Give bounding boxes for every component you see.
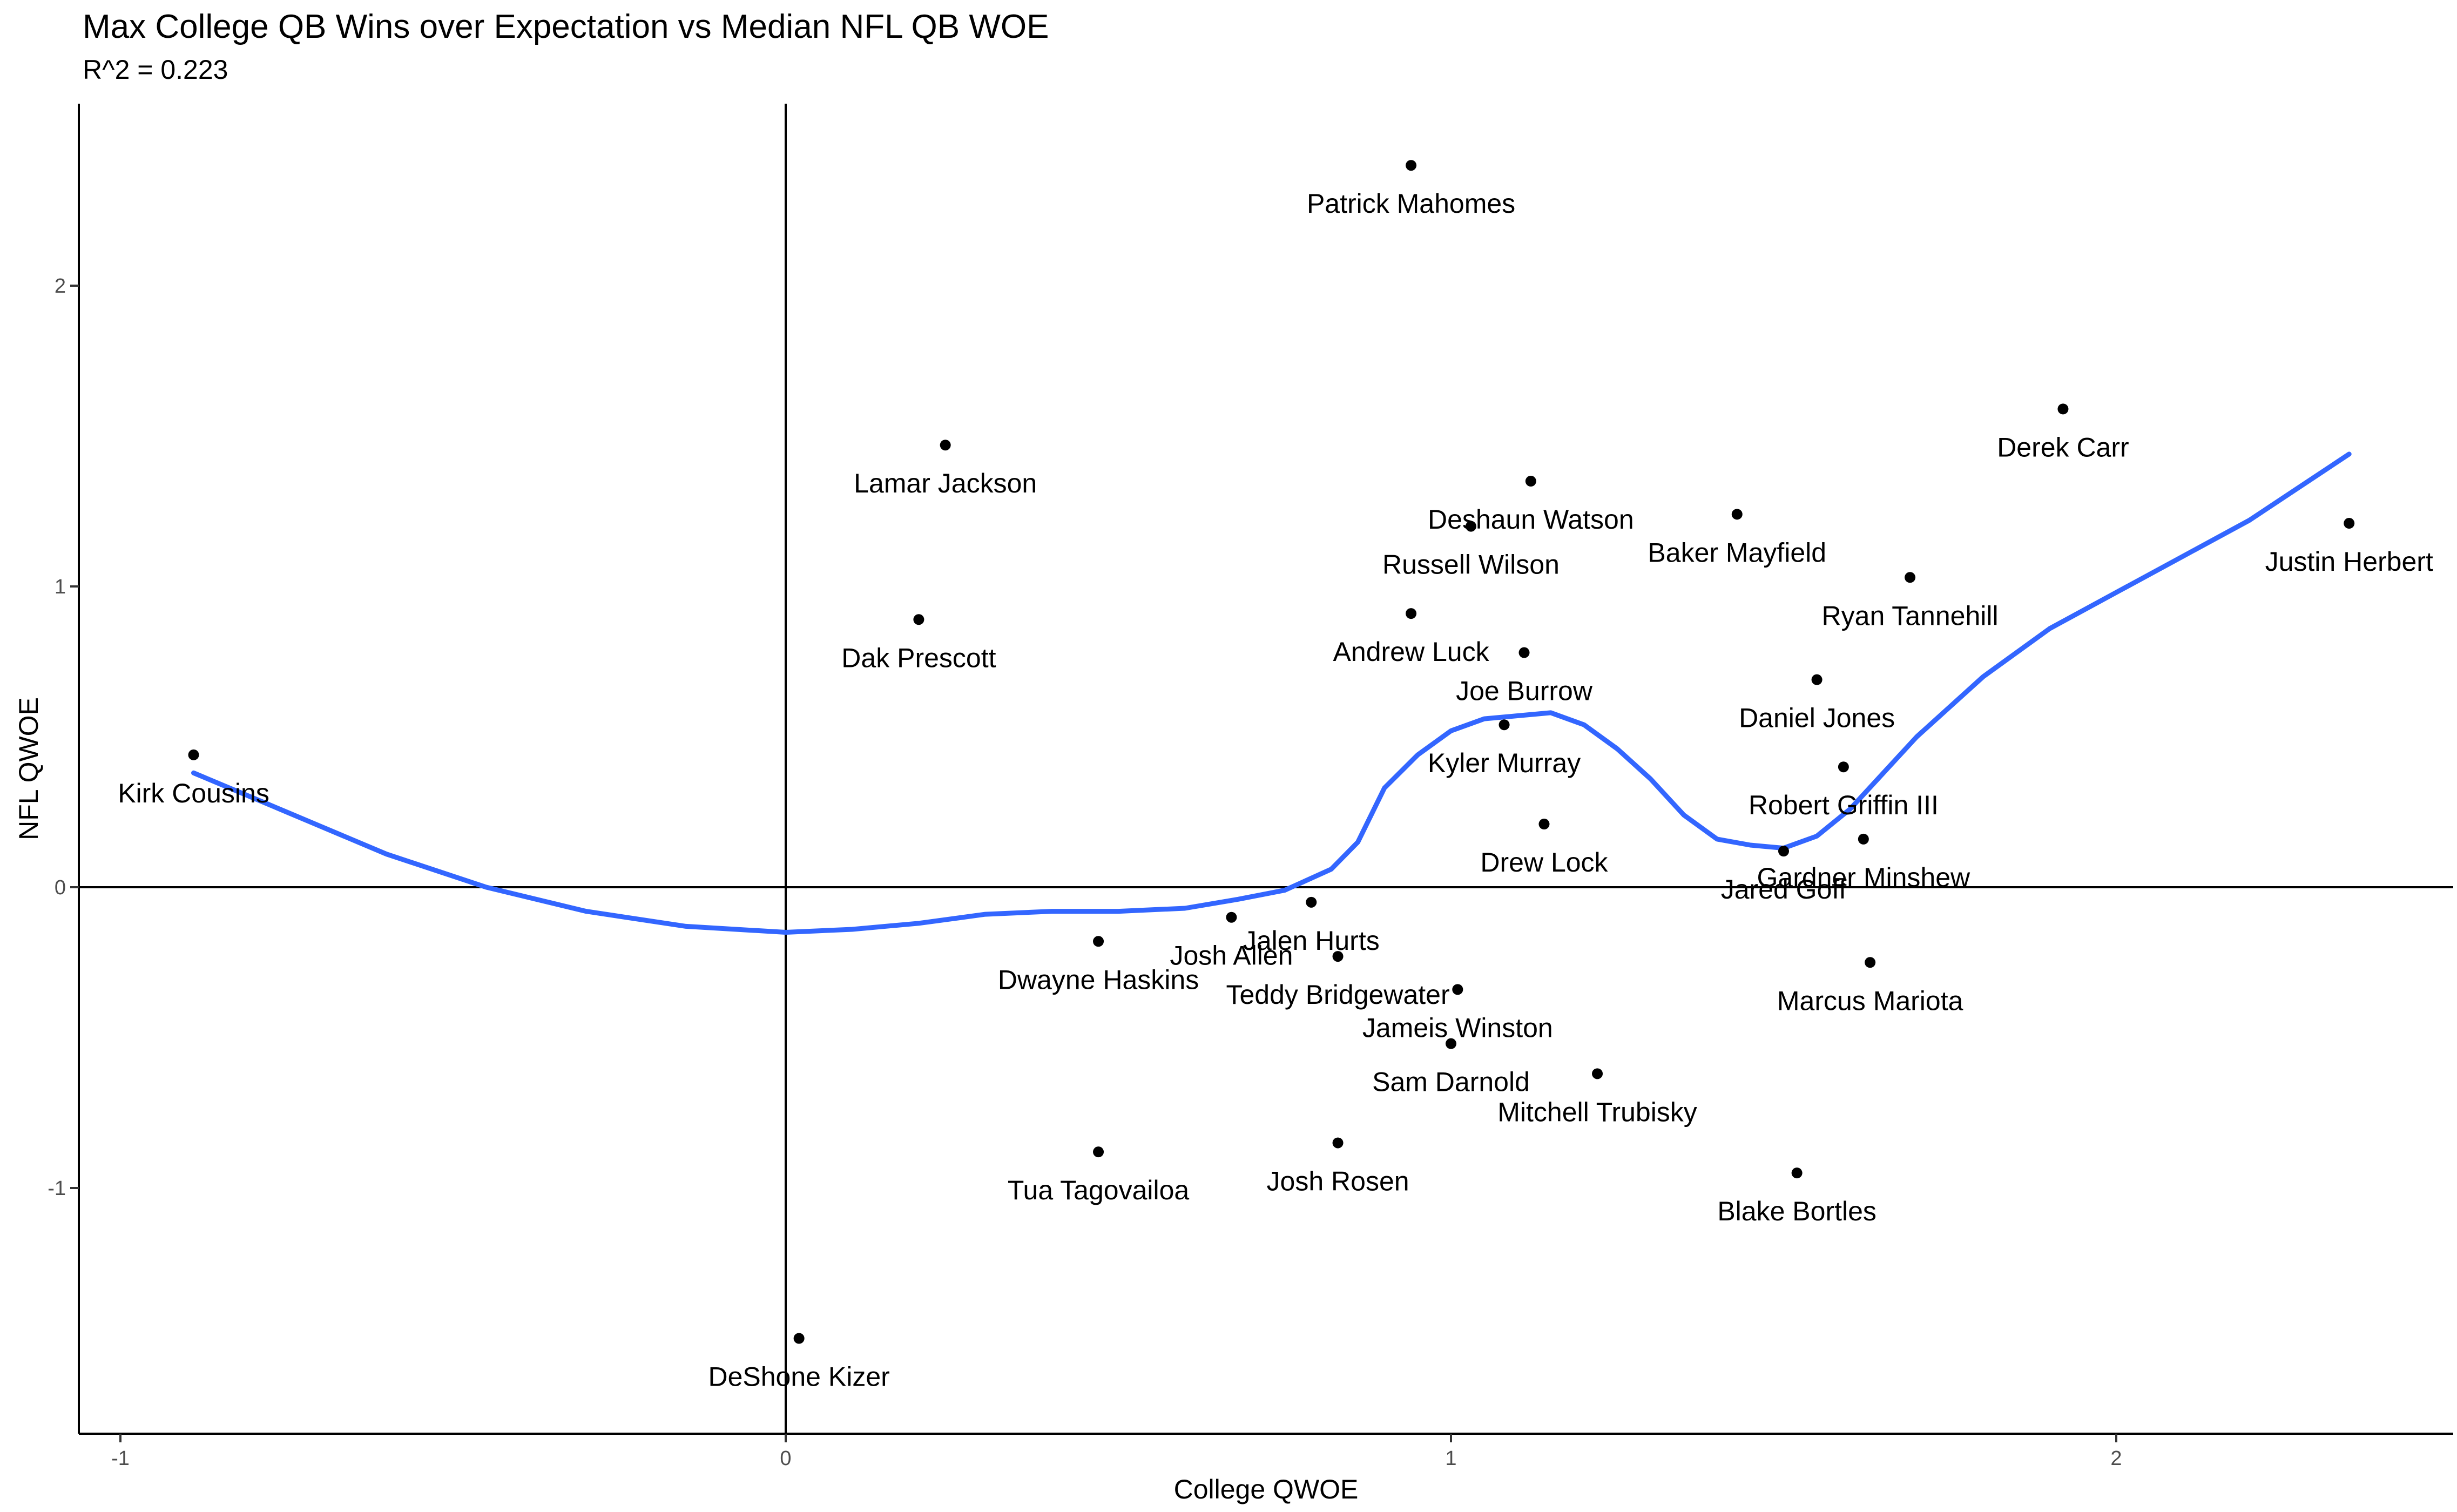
point-label: Joe Burrow [1456,676,1593,706]
points-layer [188,160,2355,1344]
point-label: Jameis Winston [1362,1013,1553,1043]
data-point [1838,761,1849,773]
point-label: Teddy Bridgewater [1226,980,1449,1010]
data-point [2344,518,2355,529]
y-tick-label: 2 [55,275,66,298]
point-label: Daniel Jones [1739,703,1895,733]
y-axis-title: NFL QWOE [14,697,44,840]
data-point [1791,1167,1803,1179]
data-point [1905,572,1916,583]
data-point [1093,1146,1104,1158]
data-point [940,440,951,451]
data-point [1093,936,1104,947]
x-tick-label: 0 [780,1447,791,1470]
data-point [1731,509,1743,520]
point-label: Derek Carr [1997,432,2129,462]
y-tick-label: 1 [55,576,66,598]
data-point [1592,1068,1603,1079]
data-point [188,749,199,760]
point-label: Jalen Hurts [1243,926,1380,956]
data-point [793,1333,805,1344]
point-label: Baker Mayfield [1648,537,1826,568]
point-label: Josh Allen [1170,941,1293,971]
data-point [1226,912,1237,923]
point-label: Lamar Jackson [854,468,1037,498]
x-tick-label: 1 [1445,1447,1456,1470]
point-label: Mitchell Trubisky [1497,1097,1697,1127]
smooth-trend-line [191,451,2352,935]
point-label: Gardner Minshew [1757,862,1970,893]
x-tick-label: 2 [2110,1447,2122,1470]
point-label: Justin Herbert [2265,546,2433,577]
point-label: Marcus Mariota [1777,986,1963,1016]
axes: -1 0 1 2 -1 0 1 2 [48,104,2453,1470]
point-label: Ryan Tannehill [1822,600,1999,631]
data-point [1406,608,1417,619]
reference-lines [79,104,2453,1434]
point-label: Patrick Mahomes [1307,188,1515,219]
y-tick-label: -1 [48,1177,66,1200]
data-point [1332,1137,1344,1149]
data-point [1452,984,1463,995]
point-label: Kyler Murray [1428,748,1581,778]
point-label: Kirk Cousins [118,778,269,808]
point-label: Josh Rosen [1267,1166,1409,1196]
data-point [1811,674,1823,685]
point-label: Deshaun Watson [1428,504,1634,535]
data-point [1518,647,1530,658]
data-point [1498,719,1510,731]
chart-title: Max College QB Wins over Expectation vs … [83,8,1049,45]
data-point [1306,896,1317,908]
point-label: Robert Griffin III [1749,790,1939,820]
point-label: Sam Darnold [1372,1067,1530,1097]
data-point [1538,819,1550,830]
x-axis-title: College QWOE [1174,1474,1359,1504]
point-label: Tua Tagovailoa [1008,1175,1190,1205]
data-point [913,614,924,625]
point-label: Andrew Luck [1333,637,1490,667]
data-point [1446,1038,1456,1049]
data-point [1525,476,1536,487]
y-tick-label: 0 [55,876,66,899]
point-label: DeShone Kizer [708,1362,889,1392]
chart-subtitle: R^2 = 0.223 [83,55,228,85]
data-point [1406,160,1417,171]
point-label: Dwayne Haskins [998,964,1199,995]
data-point [2057,403,2069,415]
data-point [1332,951,1344,962]
x-tick-label: -1 [111,1447,130,1470]
point-label: Blake Bortles [1717,1196,1877,1226]
point-label: Jared Goff [1721,874,1847,905]
point-label: Russell Wilson [1382,550,1560,580]
data-point [1465,521,1476,532]
data-point [1865,957,1876,968]
point-label: Drew Lock [1480,847,1608,878]
point-label: Dak Prescott [841,643,996,673]
data-point [1778,846,1789,857]
data-point [1858,833,1869,845]
point-labels-layer: Patrick Mahomes Derek Carr Lamar Jackson De… [118,188,2433,1392]
smooth-curve-layer [191,451,2352,935]
